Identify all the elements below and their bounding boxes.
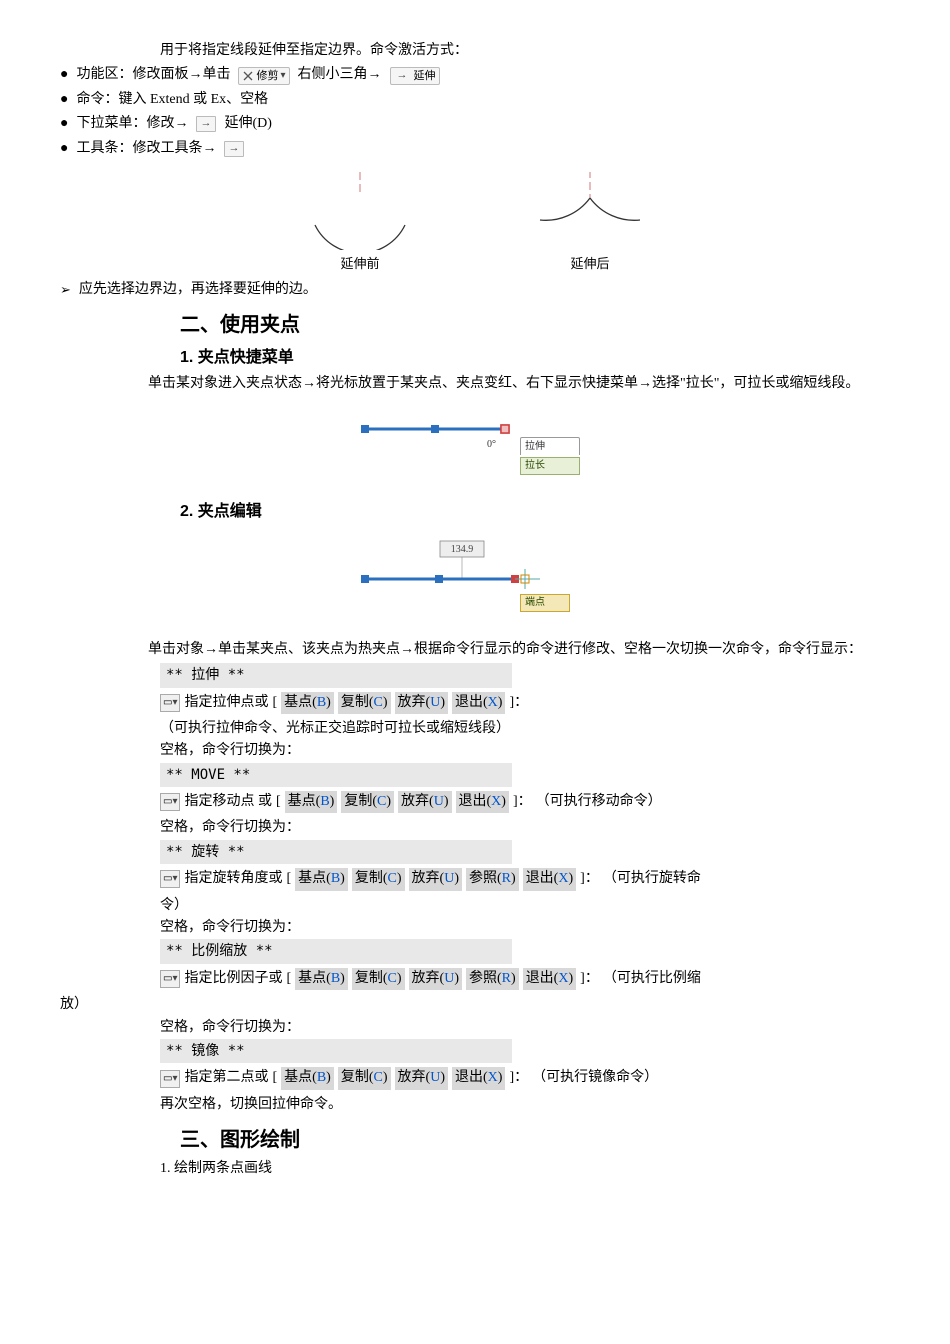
bullet-2: ● 命令：键入 Extend 或 Ex、空格 [60,89,890,111]
grip-paragraph: 单击某对象进入夹点状态→将光标放置于某夹点、夹点变红、右下显示快捷菜单→选择"拉… [120,373,890,395]
cmd-scale-line: ▭▾ 指定比例因子或 [ 基点(B) 复制(C) 放弃(U) 参照(R) 退出(… [160,968,890,990]
tooltip-lengthen: 拉长 [520,457,580,475]
arrow-note-text: 应先选择边界边，再选择要延伸的边。 [79,279,317,301]
heading-3-grip-edit: 2. 夹点编辑 [180,499,890,525]
bullet-icon: ● [60,138,68,160]
bullet-icon: ● [60,113,68,135]
mirror-note: （可执行镜像命令） [532,1067,658,1089]
tooltip-stretch: 拉伸 [520,437,580,455]
bullet-3-btn: 延伸(D) [224,113,271,135]
heading-3-grip-menu: 1. 夹点快捷菜单 [180,345,890,371]
intro-line: 用于将指定线段延伸至指定边界。命令激活方式： [160,40,890,62]
extend-icon [196,116,216,132]
cmd-move-line: ▭▾ 指定移动点 或 [ 基点(B) 复制(C) 放弃(U) 退出(X) ]： … [160,791,890,813]
svg-text:0°: 0° [487,439,496,450]
cmd-mirror-header: ** 镜像 ** [160,1039,512,1063]
extend-toolbar-icon [224,141,244,157]
cmd-prompt-icon: ▭▾ [160,970,180,988]
stretch-note: （可执行拉伸命令、光标正交追踪时可拉长或缩短线段） [160,718,890,740]
heading-2-draw: 三、图形绘制 [180,1124,890,1156]
bullet-2-text: 命令：键入 Extend 或 Ex、空格 [76,89,268,111]
space-note-1: 空格，命令行切换为： [160,740,890,762]
heading-2-grips: 二、使用夹点 [180,309,890,341]
move-note: （可执行移动命令） [536,791,662,813]
arc-after: 延伸后 [515,170,665,275]
trim-button-icon: 修剪▾ [238,67,289,85]
tooltip-endpoint: 端点 [520,594,570,612]
bullet-3-text-a: 下拉菜单：修改→ [76,113,188,135]
cmd-prompt-icon: ▭▾ [160,793,180,811]
bullet-icon: ● [60,89,68,111]
space-note-3: 空格，命令行切换为： [160,917,890,939]
cmd-mirror-line: ▭▾ 指定第二点或 [ 基点(B) 复制(C) 放弃(U) 退出(X) ]： （… [160,1067,890,1089]
space-note-2: 空格，命令行切换为： [160,817,890,839]
bullet-icon: ● [60,64,68,86]
bullet-3: ● 下拉菜单：修改→ 延伸(D) [60,113,890,135]
cmd-stretch-line: ▭▾ 指定拉伸点或 [ 基点(B) 复制(C) 放弃(U) 退出(X) ]： [160,692,890,714]
grip-paragraph-2: 单击对象→单击某夹点、该夹点为热夹点→根据命令行显示的命令进行修改、空格一次切换… [120,639,890,661]
bullet-4: ● 工具条：修改工具条→ [60,138,890,160]
cmd-prompt-icon: ▭▾ [160,1070,180,1088]
dim-text: 134.9 [451,544,474,555]
grip-figure-2: 134.9 端点 [60,539,890,619]
rotate-outdent: 令） [160,895,890,917]
draw-item-1: 1. 绘制两条点画线 [160,1158,890,1180]
cmd-prompt-icon: ▭▾ [160,694,180,712]
cmd-prompt-icon: ▭▾ [160,870,180,888]
space-note-4: 空格，命令行切换为： [160,1017,890,1039]
arc-before: 延伸前 [285,170,435,275]
cmd-rotate-line: ▭▾ 指定旋转角度或 [ 基点(B) 复制(C) 放弃(U) 参照(R) 退出(… [160,868,890,890]
arc-before-label: 延伸前 [285,254,435,275]
scale-outdent: 放） [60,994,890,1016]
cmd-move-header: ** MOVE ** [160,763,512,787]
bullet-4-text: 工具条：修改工具条→ [76,138,216,160]
again-note: 再次空格，切换回拉伸命令。 [160,1094,890,1116]
bullet-1-text-a: 功能区：修改面板→单击 [76,64,230,86]
cmd-scale-header: ** 比例缩放 ** [160,939,512,963]
arrow-icon: ➢ [60,280,71,301]
cmd-rotate-header: ** 旋转 ** [160,840,512,864]
bullet-1: ● 功能区：修改面板→单击 修剪▾ 右侧小三角→ 延伸 [60,64,890,86]
rotate-note-inline: （可执行旋转命 [603,868,701,890]
scale-note-inline: （可执行比例缩 [603,968,701,990]
arc-figures: 延伸前 延伸后 [60,170,890,275]
arrow-note-line: ➢ 应先选择边界边，再选择要延伸的边。 [60,279,890,301]
bullet-1-text-b: 右侧小三角→ [298,64,382,86]
grip-figure-1: 0° 拉伸 拉长 [60,409,890,479]
arc-after-label: 延伸后 [515,254,665,275]
extend-button-icon: 延伸 [390,67,440,85]
cmd-stretch-header: ** 拉伸 ** [160,663,512,687]
command-block: ** 拉伸 ** ▭▾ 指定拉伸点或 [ 基点(B) 复制(C) 放弃(U) 退… [160,663,890,891]
